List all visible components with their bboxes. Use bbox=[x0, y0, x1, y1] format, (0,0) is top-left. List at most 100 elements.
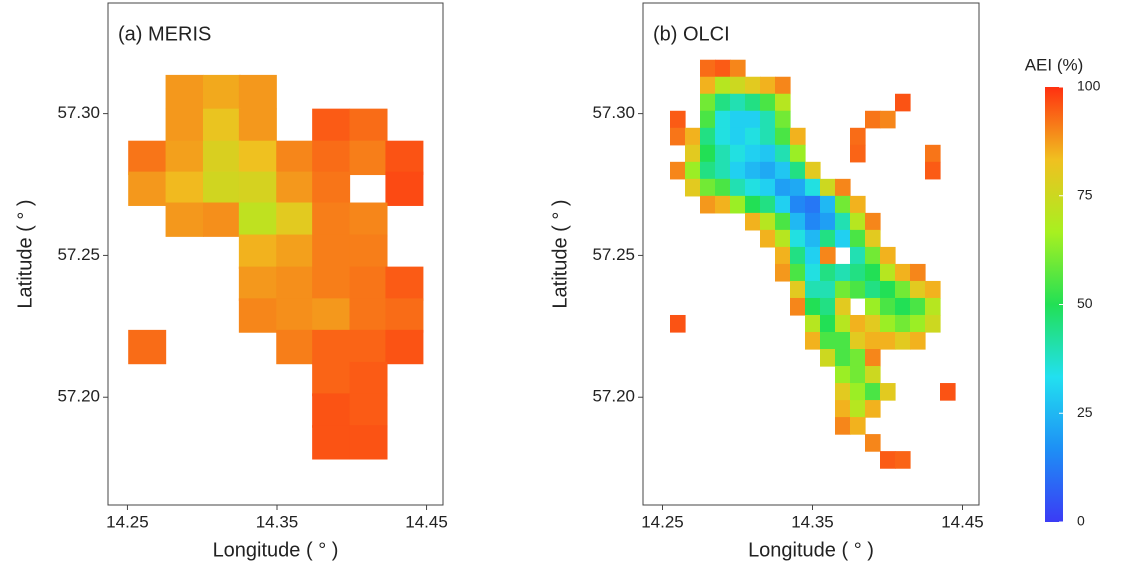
cell bbox=[865, 280, 881, 299]
panel-title: (a) MERIS bbox=[118, 23, 211, 45]
y-tick-label: 57.30 bbox=[57, 103, 100, 122]
cell bbox=[805, 280, 821, 299]
cell bbox=[790, 297, 806, 316]
cell bbox=[775, 263, 791, 282]
cell bbox=[276, 234, 315, 269]
cell bbox=[312, 298, 351, 333]
y-tick-label: 57.20 bbox=[57, 387, 100, 406]
cell bbox=[895, 331, 911, 350]
cell bbox=[790, 178, 806, 197]
x-tick-label: 14.35 bbox=[791, 512, 834, 531]
cell bbox=[128, 329, 167, 365]
cell bbox=[850, 366, 866, 384]
cell bbox=[715, 110, 731, 129]
cell bbox=[835, 195, 851, 214]
cell bbox=[312, 361, 351, 397]
cell bbox=[835, 297, 851, 316]
cell bbox=[820, 331, 836, 350]
cell bbox=[745, 212, 761, 231]
cell bbox=[820, 195, 836, 214]
cell bbox=[700, 76, 716, 95]
cell bbox=[820, 246, 836, 265]
cell bbox=[835, 383, 851, 401]
cell bbox=[745, 161, 761, 180]
cell bbox=[715, 59, 731, 78]
cell bbox=[730, 127, 746, 146]
cell bbox=[865, 349, 881, 367]
cell bbox=[715, 178, 731, 197]
cell bbox=[880, 331, 896, 350]
cell bbox=[820, 212, 836, 231]
cell bbox=[940, 383, 956, 401]
cell bbox=[715, 76, 731, 95]
cell bbox=[805, 263, 821, 282]
cell bbox=[276, 171, 315, 206]
cell bbox=[775, 212, 791, 231]
cell bbox=[910, 314, 926, 333]
cell bbox=[820, 314, 836, 333]
cell bbox=[850, 127, 866, 146]
cell bbox=[349, 393, 388, 428]
cell bbox=[276, 202, 315, 237]
cell bbox=[895, 297, 911, 316]
cell bbox=[730, 59, 746, 78]
cell bbox=[790, 212, 806, 231]
cell bbox=[835, 229, 851, 248]
cell bbox=[760, 110, 776, 129]
cell bbox=[700, 195, 716, 214]
cell bbox=[805, 229, 821, 248]
y-tick-label: 57.20 bbox=[592, 387, 635, 406]
y-tick-label: 57.25 bbox=[57, 245, 100, 264]
cell bbox=[730, 161, 746, 180]
cell bbox=[715, 195, 731, 214]
cell bbox=[805, 331, 821, 350]
cell bbox=[865, 366, 881, 384]
cell bbox=[685, 161, 701, 180]
cell bbox=[820, 280, 836, 299]
cell bbox=[670, 314, 686, 333]
cell bbox=[760, 93, 776, 112]
cell bbox=[775, 178, 791, 197]
cell bbox=[685, 178, 701, 197]
cell bbox=[202, 74, 241, 110]
cell bbox=[820, 349, 836, 367]
cell bbox=[700, 93, 716, 112]
cell bbox=[700, 110, 716, 129]
colorbar-tick-label: 25 bbox=[1077, 404, 1093, 420]
cell bbox=[850, 229, 866, 248]
cell bbox=[850, 383, 866, 401]
cell bbox=[276, 298, 315, 333]
cell bbox=[745, 76, 761, 95]
cell bbox=[865, 212, 881, 231]
cell bbox=[715, 93, 731, 112]
cell bbox=[202, 140, 241, 176]
cell bbox=[385, 298, 424, 333]
cell bbox=[700, 127, 716, 146]
cell bbox=[835, 212, 851, 231]
cell bbox=[312, 425, 351, 460]
cell bbox=[745, 93, 761, 112]
cell bbox=[775, 195, 791, 214]
cell bbox=[760, 161, 776, 180]
cell bbox=[850, 144, 866, 163]
cell bbox=[276, 266, 315, 301]
cell bbox=[349, 425, 388, 460]
cell bbox=[910, 331, 926, 350]
cell bbox=[202, 202, 241, 237]
cell bbox=[835, 331, 851, 350]
cell bbox=[805, 212, 821, 231]
cell bbox=[349, 361, 388, 397]
colorbar-tick-label: 0 bbox=[1077, 513, 1085, 529]
cell bbox=[805, 195, 821, 214]
cell bbox=[312, 393, 351, 428]
cell bbox=[925, 280, 941, 299]
cell bbox=[865, 314, 881, 333]
cell bbox=[895, 314, 911, 333]
cell bbox=[745, 144, 761, 163]
cell bbox=[745, 127, 761, 146]
cell bbox=[715, 144, 731, 163]
x-tick-label: 14.25 bbox=[641, 512, 684, 531]
cell bbox=[835, 417, 851, 435]
cell bbox=[730, 76, 746, 95]
